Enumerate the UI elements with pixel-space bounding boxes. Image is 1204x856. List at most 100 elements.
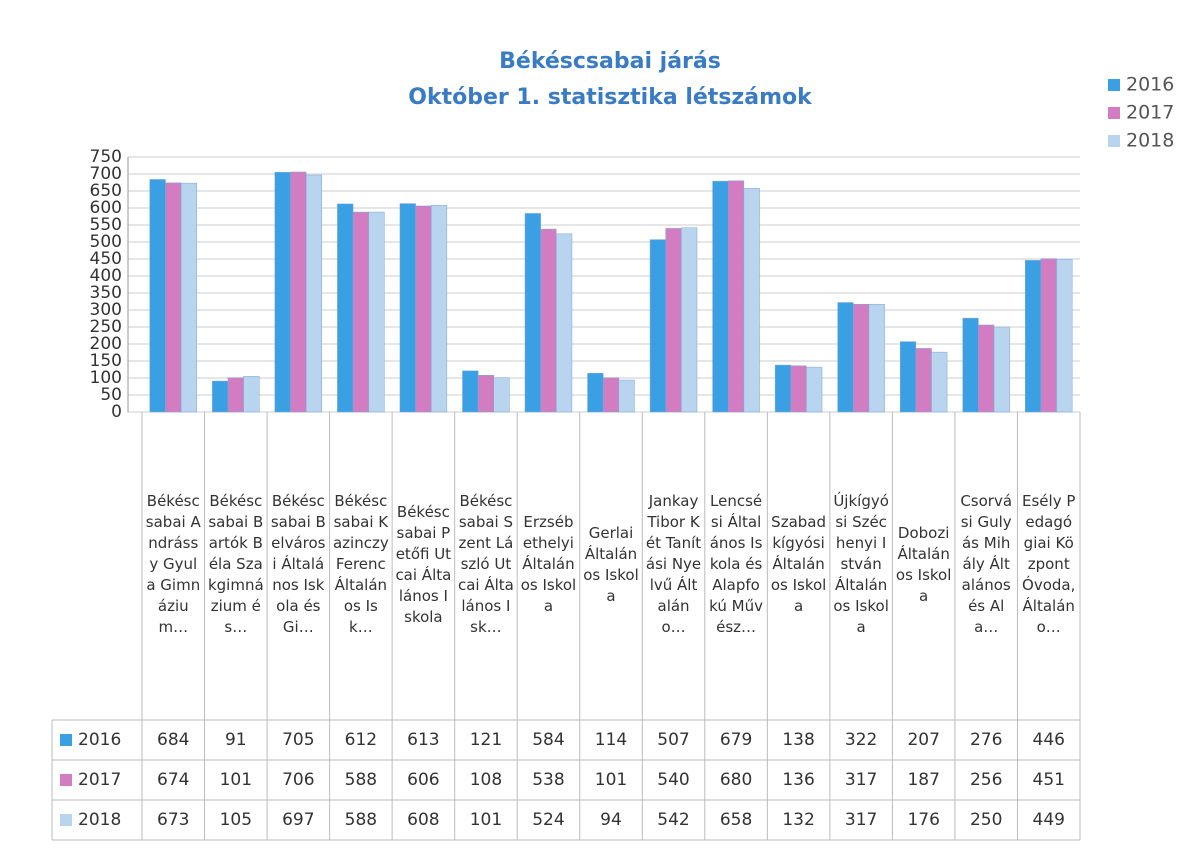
bar [415, 205, 432, 413]
bar [540, 228, 557, 413]
table-value: 507 [657, 730, 689, 750]
chart-subtitle: Október 1. statisztika létszámok [408, 85, 813, 110]
table-value: 317 [845, 770, 877, 790]
bar [337, 203, 354, 413]
table-value: 524 [532, 810, 564, 830]
bar [493, 377, 510, 413]
table-value: 121 [470, 730, 502, 750]
table-row-label: 2018 [78, 810, 121, 830]
y-tick-label: 500 [90, 232, 122, 252]
x-tick-label: Újkígyósi Széchenyi István Általános Isk… [833, 492, 889, 636]
legend-label: 2018 [1126, 130, 1174, 152]
y-tick-label: 250 [90, 317, 122, 337]
table-value: 584 [532, 730, 564, 750]
bar [665, 228, 682, 413]
table-value: 322 [845, 730, 877, 750]
bar [1040, 258, 1057, 413]
x-tick-label: Békéscsabai Andrássy Gyula Gimnázium… [145, 492, 201, 636]
table-value: 207 [907, 730, 939, 750]
y-tick-label: 100 [90, 368, 122, 388]
x-tick-label: Békéscsabai Szent László Utcai Általános… [457, 492, 514, 636]
table-value: 606 [407, 770, 439, 790]
table-value: 451 [1033, 770, 1065, 790]
x-tick-label: Esély Pedagógiai Központ Óvoda, Általáno… [1022, 492, 1076, 636]
y-tick-label: 700 [90, 164, 122, 184]
bar [430, 205, 448, 413]
x-tick-label: Dobozi Általános Iskola [895, 523, 952, 605]
bar [149, 179, 166, 413]
bar [681, 227, 698, 413]
table-value: 697 [282, 810, 314, 830]
bar [524, 213, 541, 413]
table-value: 679 [720, 730, 752, 750]
bar [180, 182, 197, 413]
x-tick-label: Jankay Tibor Két Tanítási Nyelvű Általán… [645, 492, 702, 636]
bar [853, 303, 870, 413]
table-value: 684 [157, 730, 189, 750]
y-tick-label: 50 [100, 385, 122, 405]
table-value: 94 [600, 810, 622, 830]
bar [212, 380, 229, 413]
legend-swatch [1108, 107, 1120, 119]
bar [774, 364, 792, 413]
y-tick-label: 150 [90, 351, 122, 371]
table-value: 658 [720, 810, 752, 830]
table-value: 673 [157, 810, 189, 830]
table-value: 91 [225, 730, 247, 750]
bar [477, 375, 495, 413]
bar [868, 303, 885, 413]
table-value: 540 [657, 770, 689, 790]
bar [1025, 260, 1042, 413]
table-row-label: 2017 [78, 770, 121, 790]
bar [712, 180, 729, 413]
table-value: 706 [282, 770, 314, 790]
bar [602, 377, 620, 413]
bar [978, 324, 995, 413]
x-tick-label: Szabadkígyósi Általános Iskola [770, 513, 827, 615]
table-value: 613 [407, 730, 439, 750]
table-value: 588 [345, 770, 377, 790]
table-value: 114 [595, 730, 627, 750]
table-value: 317 [845, 810, 877, 830]
table-value: 680 [720, 770, 752, 790]
x-tick-label: Csorvási Gulyás Mihály Általános és Ala… [960, 492, 1013, 636]
y-tick-label: 550 [90, 215, 122, 235]
bar [399, 203, 416, 413]
table-value: 542 [657, 810, 689, 830]
bar [649, 239, 666, 413]
legend-swatch [60, 814, 72, 826]
x-tick-label: Békéscsabai Kazinczy Ferenc Általános Is… [332, 492, 389, 636]
y-tick-label: 350 [90, 283, 122, 303]
table-value: 608 [407, 810, 439, 830]
bar [290, 171, 307, 413]
bar [743, 188, 760, 413]
table-value: 449 [1033, 810, 1065, 830]
bar [899, 341, 917, 413]
bar [462, 370, 479, 413]
table-value: 250 [970, 810, 1002, 830]
table-value: 108 [470, 770, 502, 790]
bar [790, 365, 807, 413]
table-value: 101 [220, 770, 252, 790]
y-tick-label: 450 [90, 249, 122, 269]
table-value: 132 [782, 810, 814, 830]
x-tick-label: Békéscsabai Belvárosi Általános Iskola é… [270, 492, 326, 636]
y-tick-label: 750 [90, 147, 122, 167]
table-value: 705 [282, 730, 314, 750]
x-tick-label: Erzsébethelyi Általános Iskola [520, 513, 577, 615]
bar [1056, 259, 1073, 413]
bar [915, 348, 932, 413]
bar [931, 351, 948, 413]
table-row-label: 2016 [78, 730, 121, 750]
y-tick-label: 400 [90, 266, 122, 286]
bar [837, 302, 854, 413]
x-tick-label: Békéscsabai Petőfi Utcai Általános Iskol… [395, 502, 452, 626]
x-tick-label: Békéscsabai Bartók Béla Szakgimnázium és… [207, 492, 264, 636]
table-value: 176 [907, 810, 939, 830]
y-tick-label: 650 [90, 181, 122, 201]
table-value: 101 [595, 770, 627, 790]
chart-title: Békéscsabai járás [499, 49, 721, 74]
table-value: 256 [970, 770, 1002, 790]
